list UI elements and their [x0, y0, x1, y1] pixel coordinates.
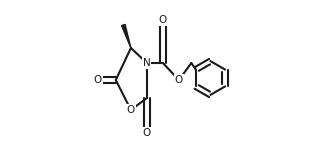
Text: O: O: [175, 75, 183, 85]
Text: O: O: [159, 15, 167, 25]
Text: O: O: [143, 128, 151, 138]
Text: N: N: [143, 58, 151, 68]
Polygon shape: [122, 24, 131, 48]
Text: O: O: [94, 75, 102, 85]
Text: O: O: [127, 105, 135, 115]
